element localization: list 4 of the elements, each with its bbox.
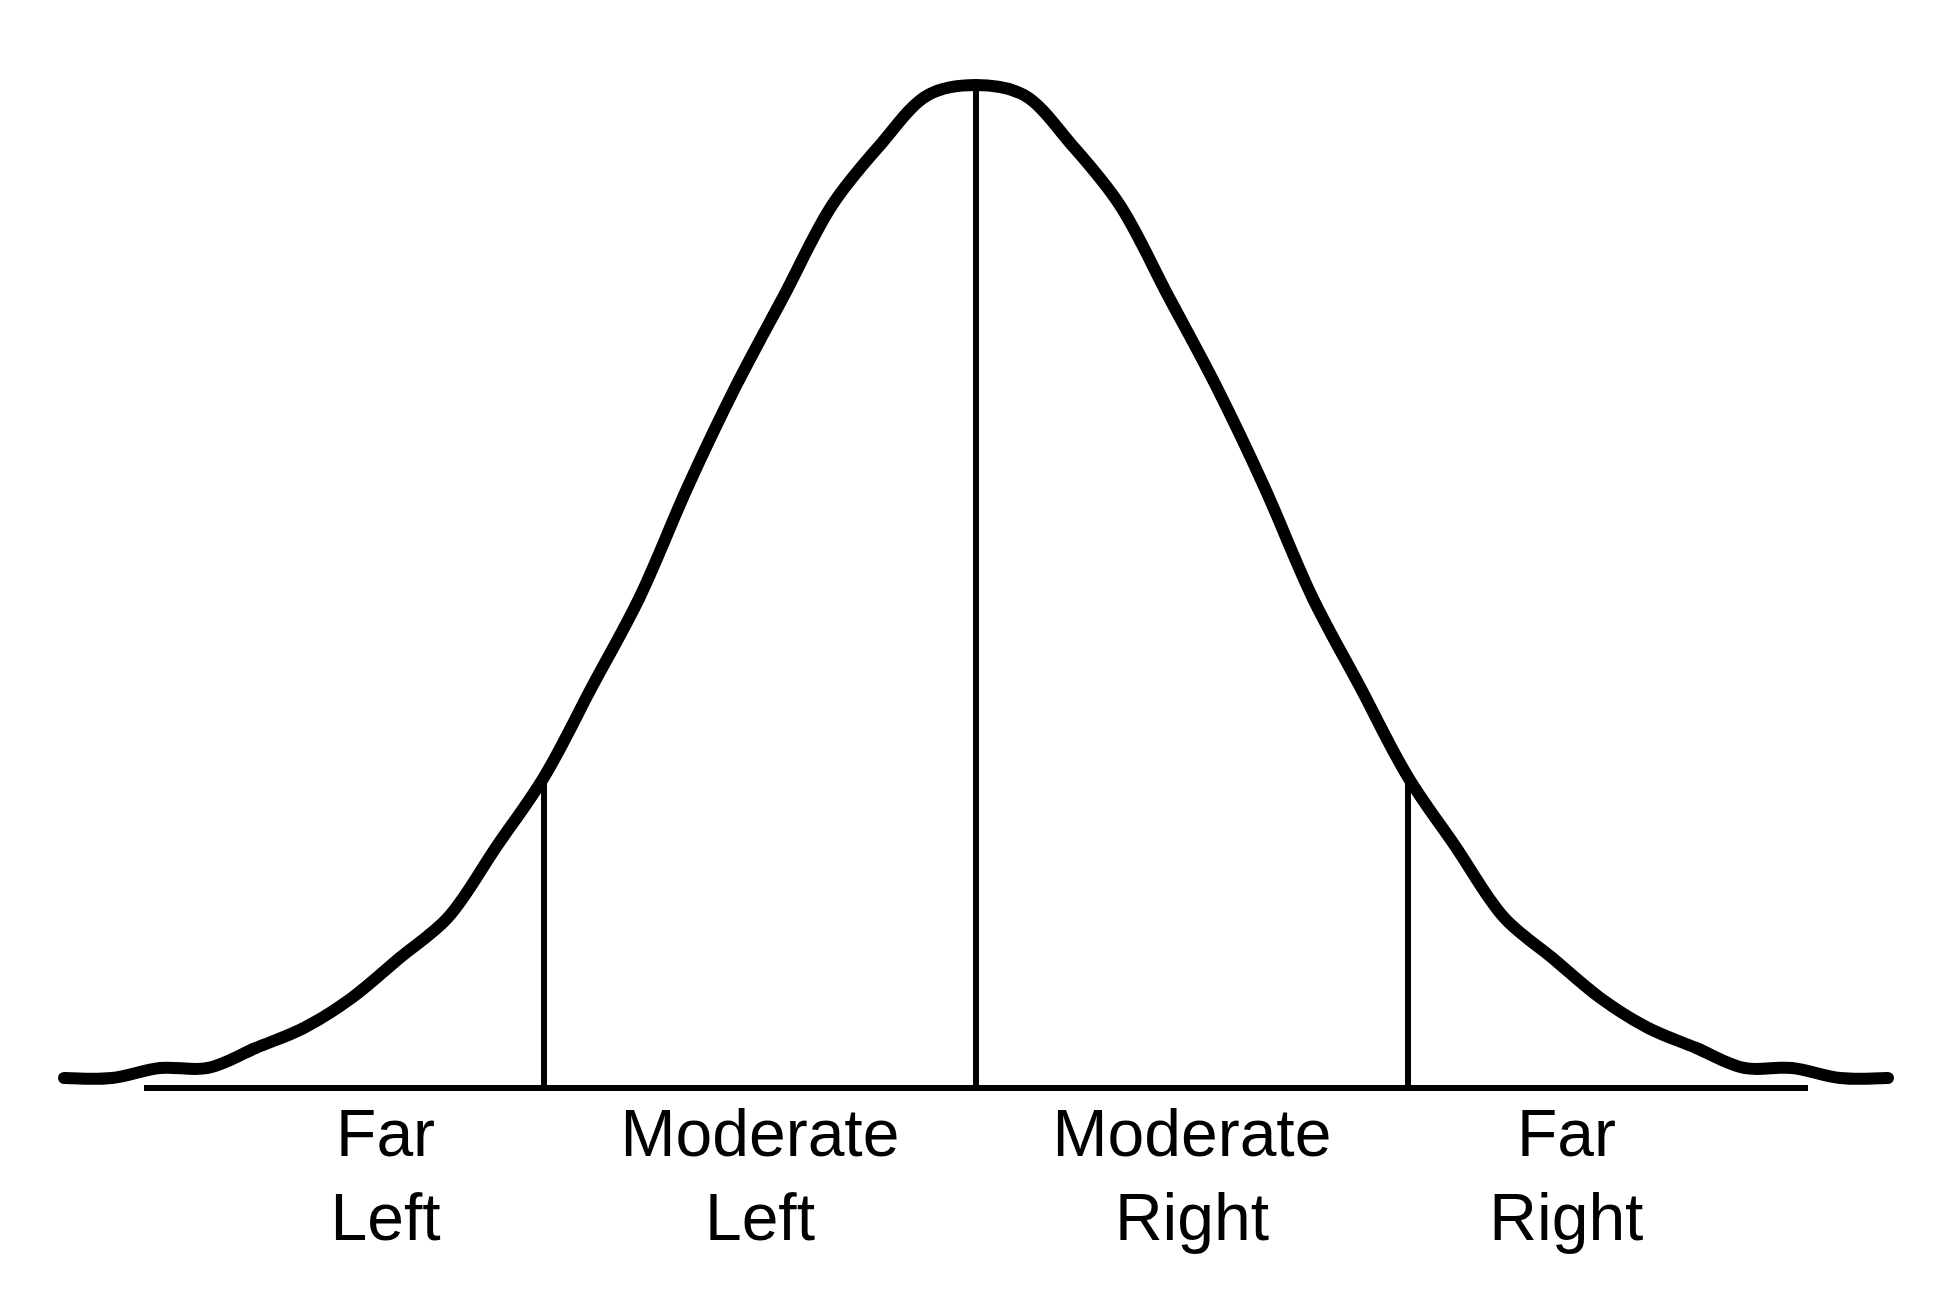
text: Far Right (1489, 1096, 1644, 1254)
text: Moderate Left (620, 1096, 900, 1254)
text: Far Left (330, 1096, 441, 1254)
text: Moderate Right (1052, 1096, 1332, 1254)
